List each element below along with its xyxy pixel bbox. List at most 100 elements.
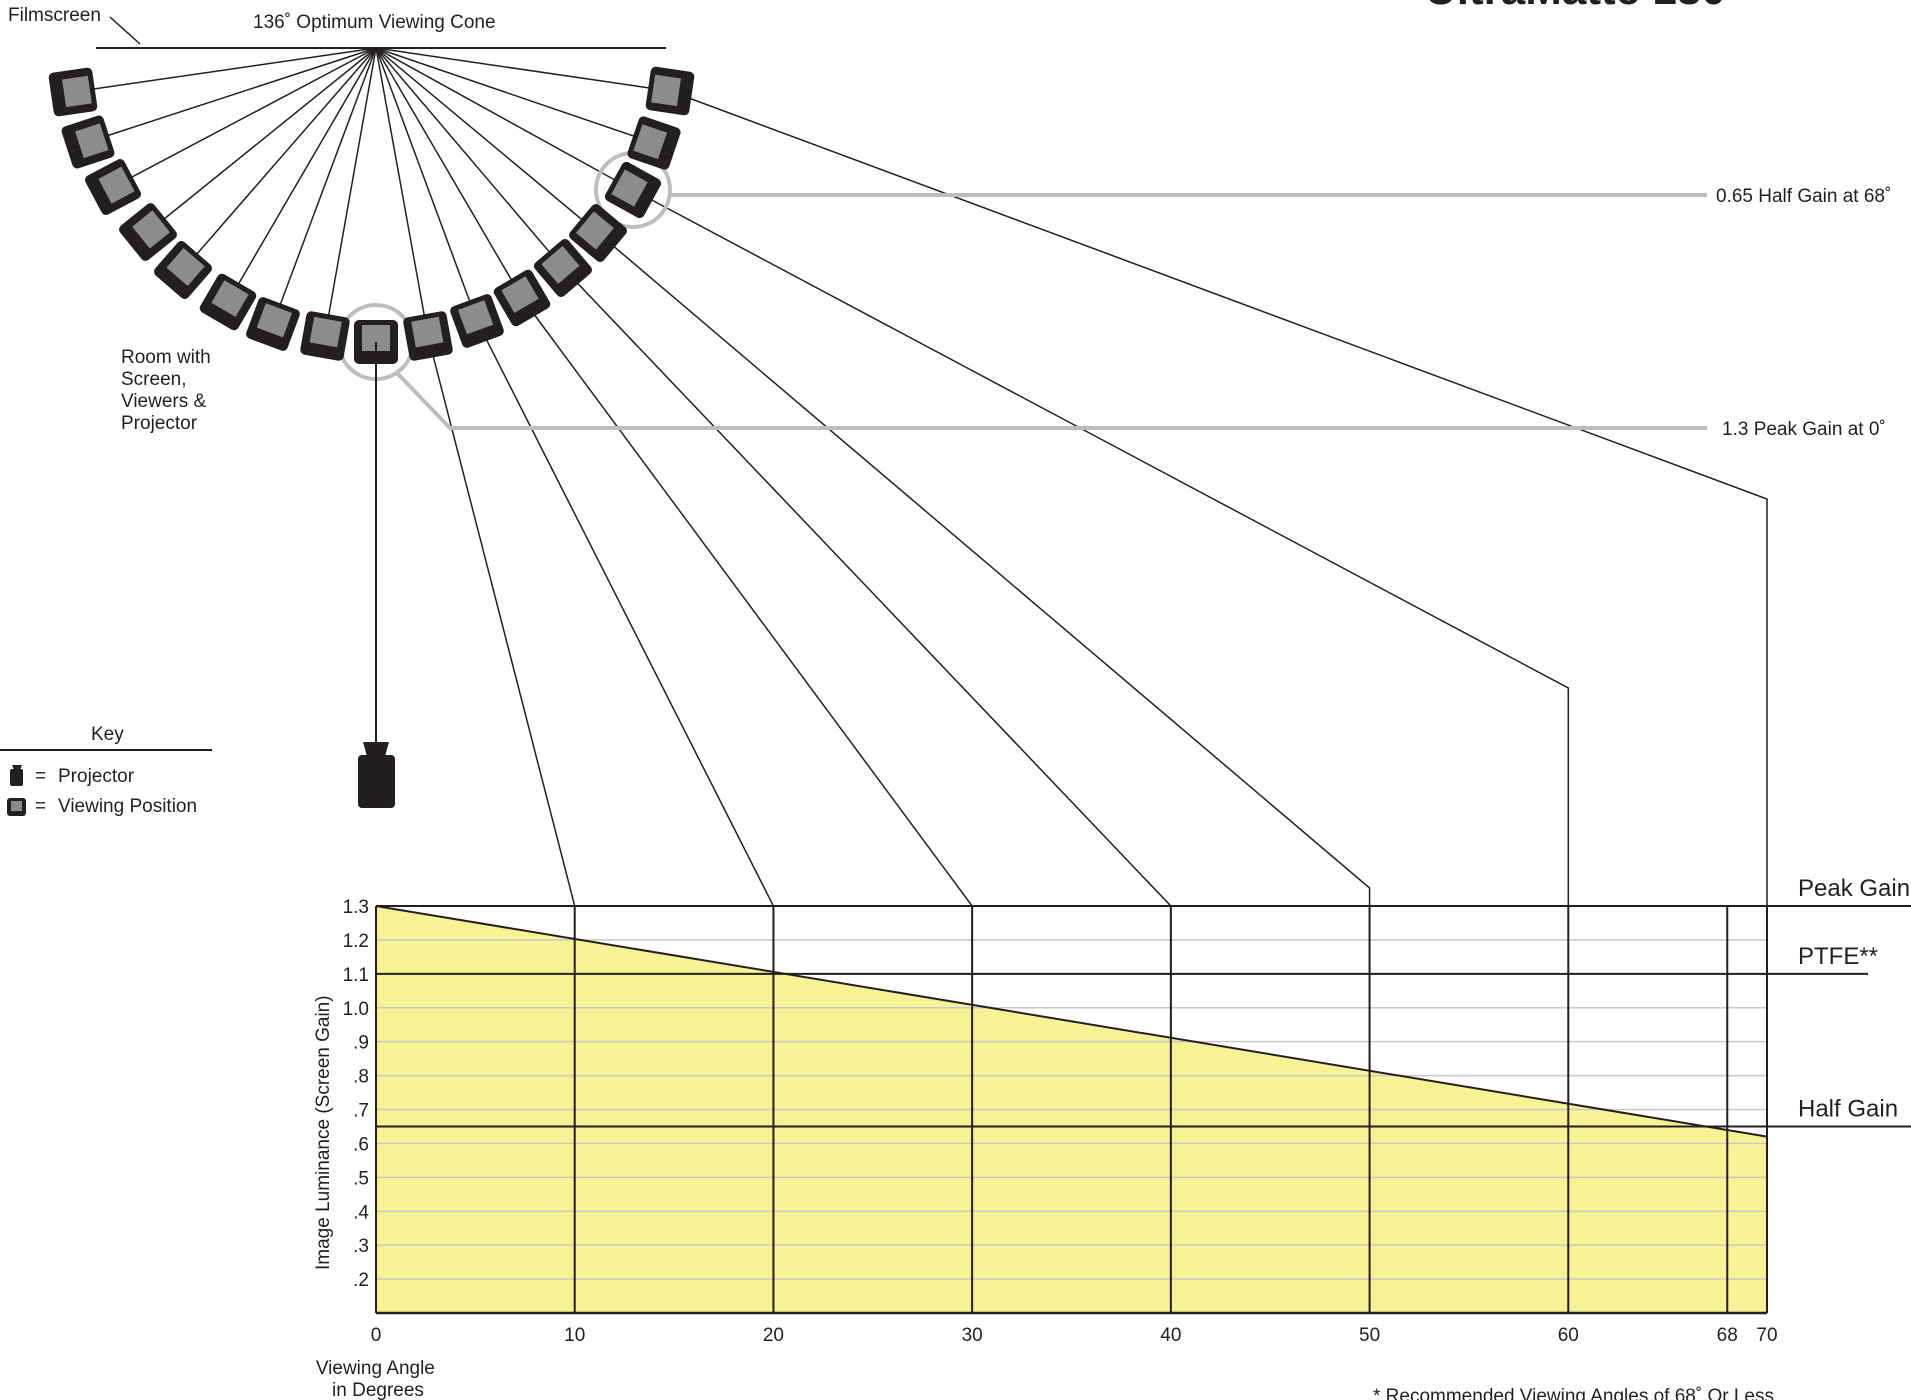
filmscreen-label: Filmscreen (8, 5, 101, 26)
seat-screen (309, 316, 342, 348)
y-tick-label: .9 (353, 1033, 369, 1054)
key-viewing-position-equals: = (35, 796, 46, 817)
cone-ray (375, 47, 671, 92)
room-label: Room with Screen, Viewers & Projector (121, 347, 216, 434)
seat-screen (611, 169, 648, 207)
key-viewing-position-icon (7, 798, 26, 816)
x-tick-label: 10 (564, 1325, 585, 1346)
x-tick-label: 68 (1717, 1325, 1738, 1346)
seat-screen (256, 303, 293, 338)
seat-screen (651, 74, 681, 107)
x-tick-label: 0 (371, 1325, 382, 1346)
x-tick-label: 20 (763, 1325, 784, 1346)
x-axis-label-line-1: Viewing Angle (316, 1358, 435, 1379)
seat-screen (633, 124, 668, 160)
peak-gain-callout-text: 1.3 Peak Gain at 0˚ (1722, 419, 1886, 440)
seat-screen (501, 276, 539, 313)
cone-ray (375, 47, 478, 322)
cone-ray (375, 47, 655, 144)
viewing-position-icon (61, 115, 115, 169)
room-label-line-1: Room with (121, 347, 211, 368)
cone-ray (375, 47, 564, 269)
y-tick-label: .7 (353, 1101, 369, 1122)
key-projector-equals: = (35, 766, 46, 787)
seat-screen (166, 247, 205, 286)
viewing-position-icon (85, 159, 141, 215)
chart-axes (375, 906, 1768, 1315)
filmscreen-pointer (109, 16, 141, 45)
cone-ray (375, 47, 634, 191)
viewing-position-icon (627, 116, 681, 170)
x-axis-label: Viewing Angle in Degrees (316, 1358, 440, 1400)
y-tick-label: .4 (353, 1202, 369, 1223)
viewing-position-icon (493, 269, 551, 327)
key-item-projector: = Projector (10, 765, 135, 787)
cone-ray (147, 47, 377, 233)
x-tick-label: 60 (1558, 1325, 1579, 1346)
x-tick-label: 70 (1756, 1325, 1777, 1346)
y-tick-label: .6 (353, 1134, 369, 1155)
cone-ray (324, 47, 377, 337)
projector-icon (358, 742, 395, 808)
cone-ray (375, 47, 599, 234)
seat-screen (132, 210, 171, 249)
luminance-chart: 1.3 1.2 1.1 1.0 .9 .8 .7 .6 .5 .4 .3 .2 0 10 20 30 40 50… (343, 875, 1911, 1346)
seat-screen (211, 280, 249, 317)
viewing-positions (48, 66, 695, 364)
viewing-position-icon (450, 294, 504, 348)
y-tick-label: .2 (353, 1270, 369, 1291)
cone-ray (375, 47, 429, 337)
room-label-line-3: Viewers & (121, 391, 207, 412)
seat-screen (98, 166, 135, 204)
viewing-position-icon (246, 297, 300, 351)
footnote: * Recommended Viewing Angles of 68˚ Or L… (1373, 1386, 1774, 1400)
y-tick-label: 1.2 (343, 931, 369, 952)
half-gain-callout-text: 0.65 Half Gain at 68˚ (1716, 186, 1891, 207)
x-tick-label: 30 (962, 1325, 983, 1346)
y-tick-label: 1.1 (343, 965, 369, 986)
cone-ray (182, 47, 377, 271)
viewing-position-icon (403, 311, 453, 361)
peak-gain-callout-line (394, 370, 1707, 430)
viewing-position-icon (645, 66, 695, 116)
seat-screen (411, 316, 444, 348)
reference-line-label: Half Gain (1798, 1095, 1898, 1122)
room-label-line-4: Projector (121, 413, 198, 434)
key-item-viewing-position: = Viewing Position (7, 796, 197, 817)
key-viewing-position-label: Viewing Position (58, 796, 197, 817)
y-tick-label: 1.0 (343, 999, 369, 1020)
seat-screen (457, 300, 494, 335)
seat-screen (62, 75, 92, 108)
gain-curve-line (375, 905, 1768, 1138)
cone-ray (272, 47, 377, 325)
seat-screen (541, 245, 580, 284)
y-axis-label: Image Luminance (Screen Gain) (313, 995, 334, 1270)
viewing-position-icon (534, 239, 592, 297)
cone-ray (112, 47, 377, 188)
x-tick-labels: 0 10 20 30 40 50 60 68 70 (371, 1325, 1778, 1346)
seat-screen (75, 123, 109, 159)
key-title: Key (91, 724, 124, 745)
y-tick-labels: 1.3 1.2 1.1 1.0 .9 .8 .7 .6 .5 .4 .3 .2 (343, 897, 370, 1291)
cone-label: 136˚ Optimum Viewing Cone (253, 12, 496, 33)
cone-ray (72, 47, 377, 93)
cone-ray (87, 47, 377, 143)
reference-line-label: Peak Gain (1798, 875, 1910, 902)
key-projector-label: Projector (58, 766, 135, 787)
viewing-position-icon (300, 311, 350, 361)
y-tick-label: .3 (353, 1236, 369, 1257)
reference-line-label: PTFE** (1798, 943, 1878, 970)
reference-lines (376, 905, 1911, 1128)
x-tick-label: 40 (1160, 1325, 1181, 1346)
seat-screen (575, 211, 614, 250)
reference-line-labels: Peak Gain PTFE** Half Gain (1798, 875, 1910, 1122)
viewing-position-icon (569, 204, 627, 262)
cone-ray (375, 47, 523, 299)
y-tick-label: .5 (353, 1168, 369, 1189)
viewing-position-icon (604, 161, 662, 219)
viewing-position-icon (119, 203, 177, 261)
viewing-position-icon (199, 273, 257, 331)
y-tick-label: 1.3 (343, 897, 369, 918)
viewing-position-icon (154, 241, 212, 299)
